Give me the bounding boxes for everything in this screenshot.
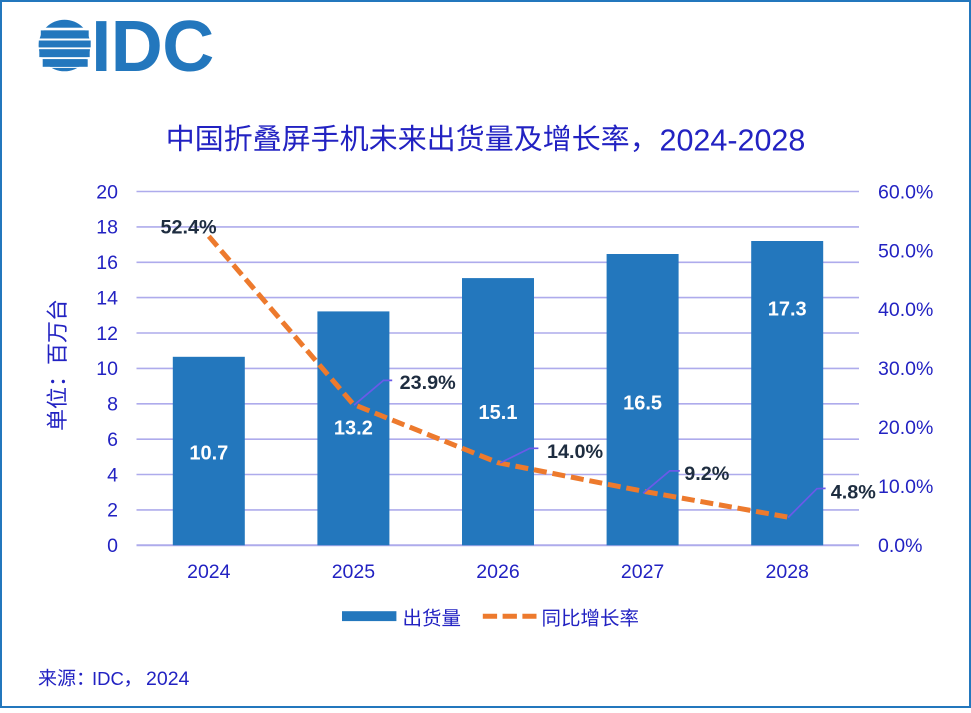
svg-text:4.8%: 4.8% xyxy=(831,482,876,504)
svg-text:9.2%: 9.2% xyxy=(684,463,729,485)
svg-text:16.5: 16.5 xyxy=(623,392,662,414)
svg-text:30.0%: 30.0% xyxy=(878,358,933,380)
svg-text:2025: 2025 xyxy=(332,561,376,583)
svg-text:18: 18 xyxy=(96,217,118,239)
svg-text:13.2: 13.2 xyxy=(334,417,373,439)
svg-text:15.1: 15.1 xyxy=(479,402,518,424)
svg-text:6: 6 xyxy=(107,429,118,451)
svg-text:14.0%: 14.0% xyxy=(547,441,604,463)
svg-text:2028: 2028 xyxy=(766,561,809,583)
svg-text:50.0%: 50.0% xyxy=(878,240,933,262)
svg-text:0.0%: 0.0% xyxy=(878,535,922,557)
svg-text:2026: 2026 xyxy=(476,561,519,583)
svg-text:10.0%: 10.0% xyxy=(878,476,933,498)
svg-text:2: 2 xyxy=(107,500,118,522)
svg-text:4: 4 xyxy=(107,464,118,486)
svg-text:2024-2028: 2024-2028 xyxy=(660,124,806,158)
svg-text:2027: 2027 xyxy=(621,561,664,583)
svg-text:17.3: 17.3 xyxy=(768,298,807,320)
svg-text:20: 20 xyxy=(96,181,118,203)
svg-text:16: 16 xyxy=(96,252,118,274)
svg-text:0: 0 xyxy=(107,535,118,557)
svg-text:23.9%: 23.9% xyxy=(400,372,457,394)
svg-text:20.0%: 20.0% xyxy=(878,417,933,439)
svg-text:12: 12 xyxy=(96,323,118,345)
svg-text:IDC: IDC xyxy=(91,7,214,87)
svg-text:10: 10 xyxy=(96,358,118,380)
svg-text:8: 8 xyxy=(107,394,118,416)
svg-text:40.0%: 40.0% xyxy=(878,299,933,321)
svg-text:2024: 2024 xyxy=(187,561,231,583)
svg-text:14: 14 xyxy=(96,287,118,309)
svg-text:52.4%: 52.4% xyxy=(160,217,217,239)
svg-text:10.7: 10.7 xyxy=(189,443,228,465)
svg-text:IDC: IDC xyxy=(92,668,124,689)
svg-text:2024: 2024 xyxy=(146,668,190,690)
svg-text:60.0%: 60.0% xyxy=(878,181,933,203)
